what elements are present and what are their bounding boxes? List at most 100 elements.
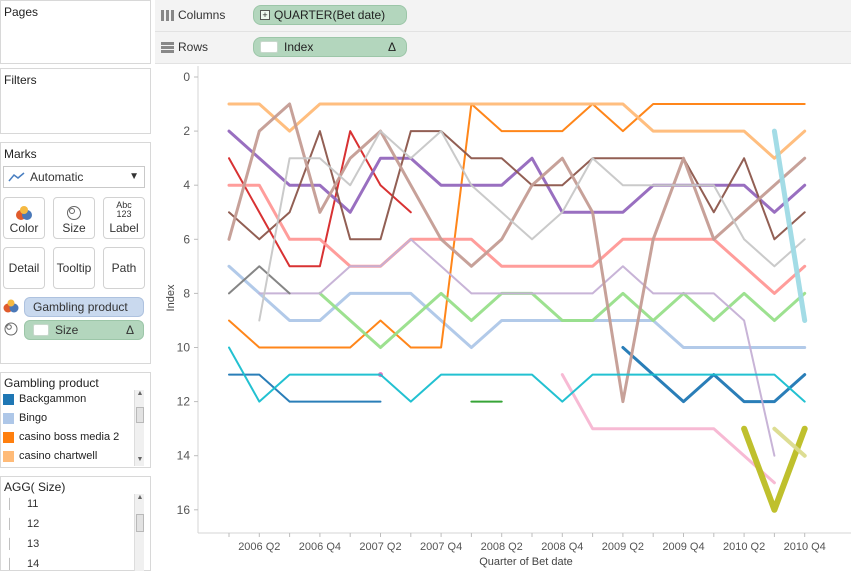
y-tick-label: 14 xyxy=(177,449,191,463)
line-mark-icon xyxy=(8,172,25,182)
size-mark-icon: │ xyxy=(6,518,14,530)
filters-title: Filters xyxy=(4,73,37,87)
label-icon: Abc 123 xyxy=(116,200,132,219)
size-mark-icon: │ xyxy=(6,558,14,570)
color-legend-item[interactable]: casino boss media 2 xyxy=(3,429,119,445)
color-legend-label: Backgammon xyxy=(19,393,87,405)
series-line xyxy=(227,102,807,404)
series-line xyxy=(258,130,806,322)
size-legend-label: 12 xyxy=(27,518,40,530)
size-legend-item[interactable]: │ 12 xyxy=(3,516,39,532)
series-line xyxy=(228,103,806,349)
series-line xyxy=(560,373,776,485)
delta-icon: Δ xyxy=(387,40,396,54)
x-tick-label: 2010 Q4 xyxy=(784,541,826,553)
size-field-pill[interactable]: Size Δ xyxy=(24,320,144,340)
filters-card[interactable]: Filters xyxy=(0,68,151,134)
tooltip-button[interactable]: Tooltip xyxy=(53,247,95,289)
y-axis-title: Index xyxy=(165,284,177,311)
size-icon xyxy=(67,206,81,220)
color-legend-item[interactable]: Bingo xyxy=(3,410,47,426)
scroll-down-icon[interactable]: ▼ xyxy=(136,456,144,463)
scroll-up-icon[interactable]: ▲ xyxy=(136,390,144,397)
x-tick-label: 2009 Q2 xyxy=(602,541,644,553)
rows-shelf-label: Rows xyxy=(161,40,208,54)
columns-icon xyxy=(161,9,174,21)
size-mark-icon: │ xyxy=(6,498,14,510)
chevron-down-icon: ▼ xyxy=(129,171,139,182)
color-swatch xyxy=(3,412,14,424)
tooltip-button-label: Tooltip xyxy=(56,261,92,275)
size-button-label: Size xyxy=(62,221,86,235)
series-line xyxy=(228,346,806,403)
color-swatch xyxy=(3,431,14,443)
rows-icon xyxy=(161,41,174,53)
size-button[interactable]: Size xyxy=(53,197,95,239)
size-encoding-icon xyxy=(4,322,18,336)
series-line xyxy=(741,425,808,513)
y-tick-label: 6 xyxy=(183,232,190,246)
size-legend-label: 14 xyxy=(27,558,40,570)
size-legend-item[interactable]: │ 14 xyxy=(3,556,39,571)
size-legend-item[interactable]: │ 13 xyxy=(3,536,39,552)
rows-field-pill[interactable]: Index Δ xyxy=(253,37,407,57)
size-legend-scrollbar[interactable]: ▲ xyxy=(134,494,144,571)
label-button[interactable]: Abc 123 Label xyxy=(103,197,145,239)
color-legend-title: Gambling product xyxy=(4,376,99,390)
columns-shelf[interactable]: Columns + QUARTER(Bet date) xyxy=(155,0,851,32)
rows-shelf[interactable]: Rows Index Δ xyxy=(155,32,851,64)
x-tick-label: 2007 Q2 xyxy=(359,541,401,553)
color-legend-item[interactable]: casino chartwell xyxy=(3,448,97,464)
y-tick-label: 8 xyxy=(183,286,190,300)
y-tick-label: 10 xyxy=(177,341,191,355)
color-button[interactable]: Color xyxy=(3,197,45,239)
series-line xyxy=(772,426,807,458)
color-legend-scrollbar[interactable]: ▲ ▼ xyxy=(134,390,144,466)
size-legend-label: 11 xyxy=(27,498,39,510)
size-field-label: Size xyxy=(55,323,79,337)
scroll-up-icon[interactable]: ▲ xyxy=(136,494,144,501)
columns-field-pill[interactable]: + QUARTER(Bet date) xyxy=(253,5,407,25)
scrollbar-thumb[interactable] xyxy=(136,407,144,423)
size-legend-title: AGG( Size) xyxy=(4,480,66,494)
pages-card[interactable]: Pages xyxy=(0,0,151,64)
size-legend-item[interactable]: │ 11 xyxy=(3,496,39,512)
x-tick-label: 2008 Q4 xyxy=(541,541,583,553)
color-legend-label: Bingo xyxy=(19,412,48,424)
series-line xyxy=(227,264,807,349)
size-legend-card: AGG( Size) xyxy=(0,476,151,571)
x-tick-label: 2008 Q2 xyxy=(481,541,523,553)
color-encoding-icon xyxy=(3,299,19,313)
path-button[interactable]: Path xyxy=(103,247,145,289)
field-swatch xyxy=(260,41,278,53)
marks-title: Marks xyxy=(4,147,37,161)
series-line xyxy=(258,238,776,457)
y-tick-label: 0 xyxy=(183,70,190,84)
detail-button[interactable]: Detail xyxy=(3,247,45,289)
x-tick-label: 2006 Q4 xyxy=(299,541,341,553)
chart-area[interactable]: 0 2 4 6 8 10 12 14 16 Index 2006 Q2 2006 Q4 2007 Q2 2… xyxy=(155,66,851,571)
series-line xyxy=(228,373,382,403)
columns-label: Columns xyxy=(178,8,226,22)
color-field-pill[interactable]: Gambling product xyxy=(24,297,144,317)
line-chart[interactable]: 0 2 4 6 8 10 12 14 16 Index 2006 Q2 2006 Q4 2007 Q2 2… xyxy=(155,66,851,571)
scrollbar-thumb[interactable] xyxy=(136,514,144,532)
rows-field-label: Index xyxy=(284,40,314,54)
field-swatch xyxy=(33,324,49,336)
series-line xyxy=(771,128,808,323)
path-button-label: Path xyxy=(111,261,137,275)
label-button-label: Label xyxy=(109,221,139,235)
color-swatch xyxy=(3,393,14,405)
series-line xyxy=(227,102,807,160)
columns-field-label: QUARTER(Bet date) xyxy=(274,8,386,22)
series-line xyxy=(228,130,412,268)
y-tick-label: 4 xyxy=(183,178,190,192)
pages-title: Pages xyxy=(4,5,39,19)
color-button-label: Color xyxy=(9,221,39,235)
expand-plus-icon[interactable]: + xyxy=(260,10,270,20)
x-axis-title: Quarter of Bet date xyxy=(479,556,573,568)
color-legend-item[interactable]: Backgammon xyxy=(3,391,86,407)
series-line xyxy=(228,130,806,241)
detail-button-label: Detail xyxy=(8,261,40,275)
mark-type-dropdown[interactable]: Automatic ▼ xyxy=(3,166,145,188)
